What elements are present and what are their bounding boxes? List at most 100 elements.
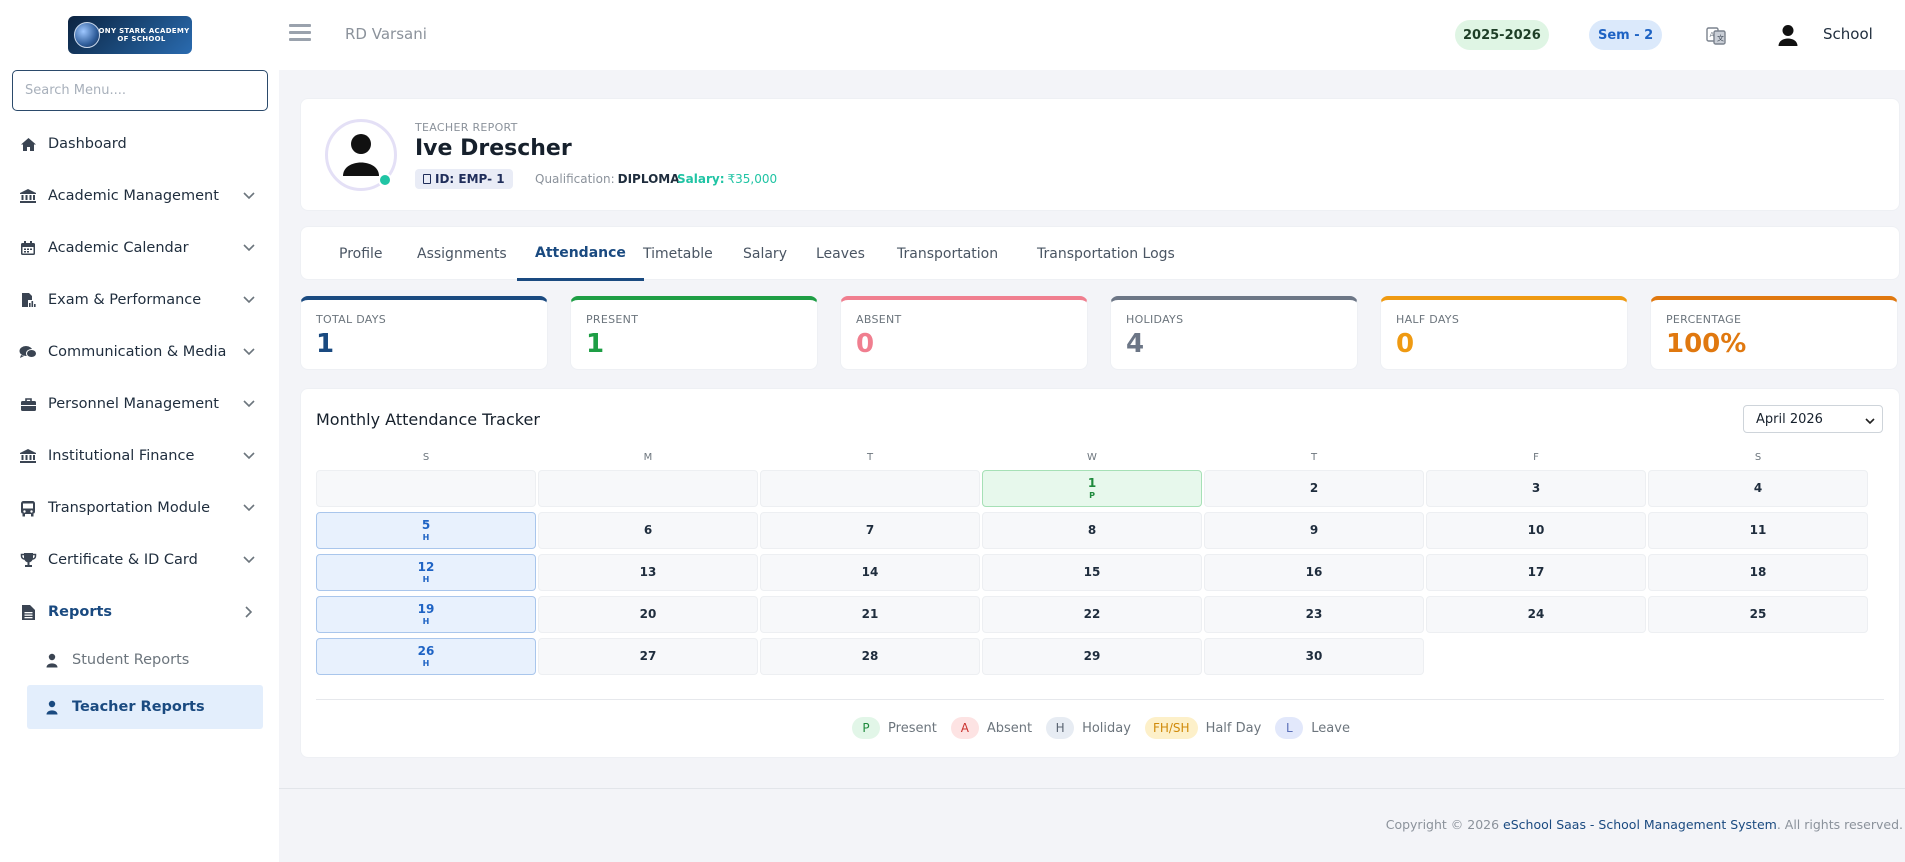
sidebar-item-academic-management[interactable]: Academic Management <box>0 170 279 222</box>
calendar-day-cell[interactable]: 26 H <box>316 638 536 675</box>
salary-label: Salary: <box>677 172 725 186</box>
calendar-day-cell[interactable]: 16 <box>1204 554 1424 591</box>
sidebar-item-exam-performance[interactable]: Exam & Performance <box>0 274 279 326</box>
legend-item: FH/SH Half Day <box>1144 717 1261 739</box>
tab-transportation-logs[interactable]: Transportation Logs <box>1037 246 1175 262</box>
school-logo[interactable]: TONY STARK ACADEMY OF SCHOOL <box>67 16 192 54</box>
stat-value: 4 <box>1126 329 1145 359</box>
calendar-day-number: 19 <box>417 602 435 616</box>
calendar-day-cell[interactable]: 15 <box>982 554 1202 591</box>
month-select[interactable]: April 2026 <box>1743 405 1883 433</box>
calendar-day-number: 30 <box>1305 649 1323 663</box>
calendar-day-cell[interactable]: 13 <box>538 554 758 591</box>
search-menu-input[interactable] <box>12 70 268 111</box>
calendar-day-number: 29 <box>1083 649 1101 663</box>
attendance-status-code: H <box>422 617 430 626</box>
calendar-day-cell[interactable]: 23 <box>1204 596 1424 633</box>
stat-value: 0 <box>856 329 875 359</box>
sidebar-item-academic-calendar[interactable]: Academic Calendar <box>0 222 279 274</box>
calendar-day-number: 22 <box>1083 607 1101 621</box>
sidebar-item-certificate-id-card[interactable]: Certificate & ID Card <box>0 534 279 586</box>
calendar-day-cell[interactable]: 22 <box>982 596 1202 633</box>
profile-avatar-icon[interactable] <box>1776 23 1800 47</box>
calendar-day-cell[interactable]: 25 <box>1648 596 1868 633</box>
sidebar-menu: Dashboard Academic Management Academic C… <box>0 118 279 732</box>
calendar-day-cell[interactable]: 17 <box>1426 554 1646 591</box>
tab-leaves[interactable]: Leaves <box>816 246 865 262</box>
semester-badge[interactable]: Sem - 2 <box>1589 20 1663 50</box>
sidebar-item-communication-media[interactable]: Communication & Media <box>0 326 279 378</box>
sidebar-item-label: Certificate & ID Card <box>48 552 198 568</box>
home-icon <box>18 134 38 154</box>
calendar-day-cell[interactable]: 30 <box>1204 638 1424 675</box>
hamburger-menu-icon[interactable] <box>289 24 311 46</box>
footer: Copyright © 2026 eSchool Saas - School M… <box>1386 817 1903 832</box>
calendar-icon <box>18 238 38 258</box>
calendar-day-cell[interactable]: 28 <box>760 638 980 675</box>
calendar-day-cell[interactable]: 27 <box>538 638 758 675</box>
tab-assignments[interactable]: Assignments <box>417 246 507 262</box>
calendar-day-number: 20 <box>639 607 657 621</box>
footer-link[interactable]: eSchool Saas - School Management System <box>1503 817 1777 832</box>
calendar-day-cell[interactable]: 2 <box>1204 470 1424 507</box>
calendar-day-cell[interactable]: 7 <box>760 512 980 549</box>
calendar-day-number: 9 <box>1309 523 1319 537</box>
sidebar-item-reports[interactable]: Reports <box>0 586 279 638</box>
tab-profile[interactable]: Profile <box>339 246 383 262</box>
calendar-day-cell[interactable]: 21 <box>760 596 980 633</box>
legend-chip: A <box>950 717 979 739</box>
calendar-day-cell[interactable]: 10 <box>1426 512 1646 549</box>
sidebar-subitem-teacher-reports[interactable]: Teacher Reports <box>27 685 263 729</box>
calendar-day-cell[interactable]: 24 <box>1426 596 1646 633</box>
calendar-day-cell[interactable]: 18 <box>1648 554 1868 591</box>
calendar-day-number: 2 <box>1309 481 1319 495</box>
copyright-text: Copyright © 2026 <box>1385 817 1504 832</box>
sidebar-item-transportation-module[interactable]: Transportation Module <box>0 482 279 534</box>
calendar-day-cell[interactable]: 29 <box>982 638 1202 675</box>
school-dropdown-label[interactable]: School <box>1823 25 1873 43</box>
calendar-day-cell[interactable]: 8 <box>982 512 1202 549</box>
calendar-day-cell[interactable]: 11 <box>1648 512 1868 549</box>
salary-value: ₹35,000 <box>727 172 778 186</box>
legend-label: Leave <box>1311 720 1350 736</box>
calendar-day-cell[interactable]: 14 <box>760 554 980 591</box>
calendar-day-cell[interactable]: 9 <box>1204 512 1424 549</box>
session-year-badge[interactable]: 2025-2026 <box>1455 20 1549 50</box>
attendance-status-code: H <box>422 659 430 668</box>
calendar-day-cell[interactable]: 4 <box>1648 470 1868 507</box>
attendance-status-code: H <box>422 575 430 584</box>
tab-timetable[interactable]: Timetable <box>643 246 713 262</box>
calendar-day-cell[interactable]: 3 <box>1426 470 1646 507</box>
calendar-day-number: 26 <box>417 644 435 658</box>
logged-in-user-name: RD Varsani <box>345 25 427 43</box>
sidebar-item-dashboard[interactable]: Dashboard <box>0 118 279 170</box>
sidebar-subitem-student-reports[interactable]: Student Reports <box>27 638 263 682</box>
tab-transportation[interactable]: Transportation <box>897 246 999 262</box>
sidebar-item-label: Academic Management <box>48 188 219 204</box>
calendar-day-number: 8 <box>1087 523 1097 537</box>
calendar-empty-cell <box>538 470 758 507</box>
calendar-day-number: 6 <box>643 523 653 537</box>
user-icon <box>42 698 62 716</box>
calendar-day-number: 14 <box>861 565 879 579</box>
sidebar-item-personnel-management[interactable]: Personnel Management <box>0 378 279 430</box>
tab-attendance[interactable]: Attendance <box>517 227 644 281</box>
calendar-day-cell[interactable]: 12 H <box>316 554 536 591</box>
briefcase-icon <box>18 394 38 414</box>
month-select-value: April 2026 <box>1756 411 1823 427</box>
calendar-day-number: 3 <box>1531 481 1541 495</box>
legend-chip: FH/SH <box>1144 717 1198 739</box>
calendar-day-number: 4 <box>1753 481 1763 495</box>
calendar-day-number: 11 <box>1749 523 1767 537</box>
calendar-day-cell[interactable]: 19 H <box>316 596 536 633</box>
calendar-day-cell[interactable]: 6 <box>538 512 758 549</box>
logo-wrap: TONY STARK ACADEMY OF SCHOOL <box>0 0 279 70</box>
legend-chip: P <box>852 717 881 739</box>
stat-card-absent: ABSENT 0 <box>840 296 1088 370</box>
tab-salary[interactable]: Salary <box>743 246 787 262</box>
calendar-day-cell[interactable]: 20 <box>538 596 758 633</box>
sidebar-item-institutional-finance[interactable]: Institutional Finance <box>0 430 279 482</box>
